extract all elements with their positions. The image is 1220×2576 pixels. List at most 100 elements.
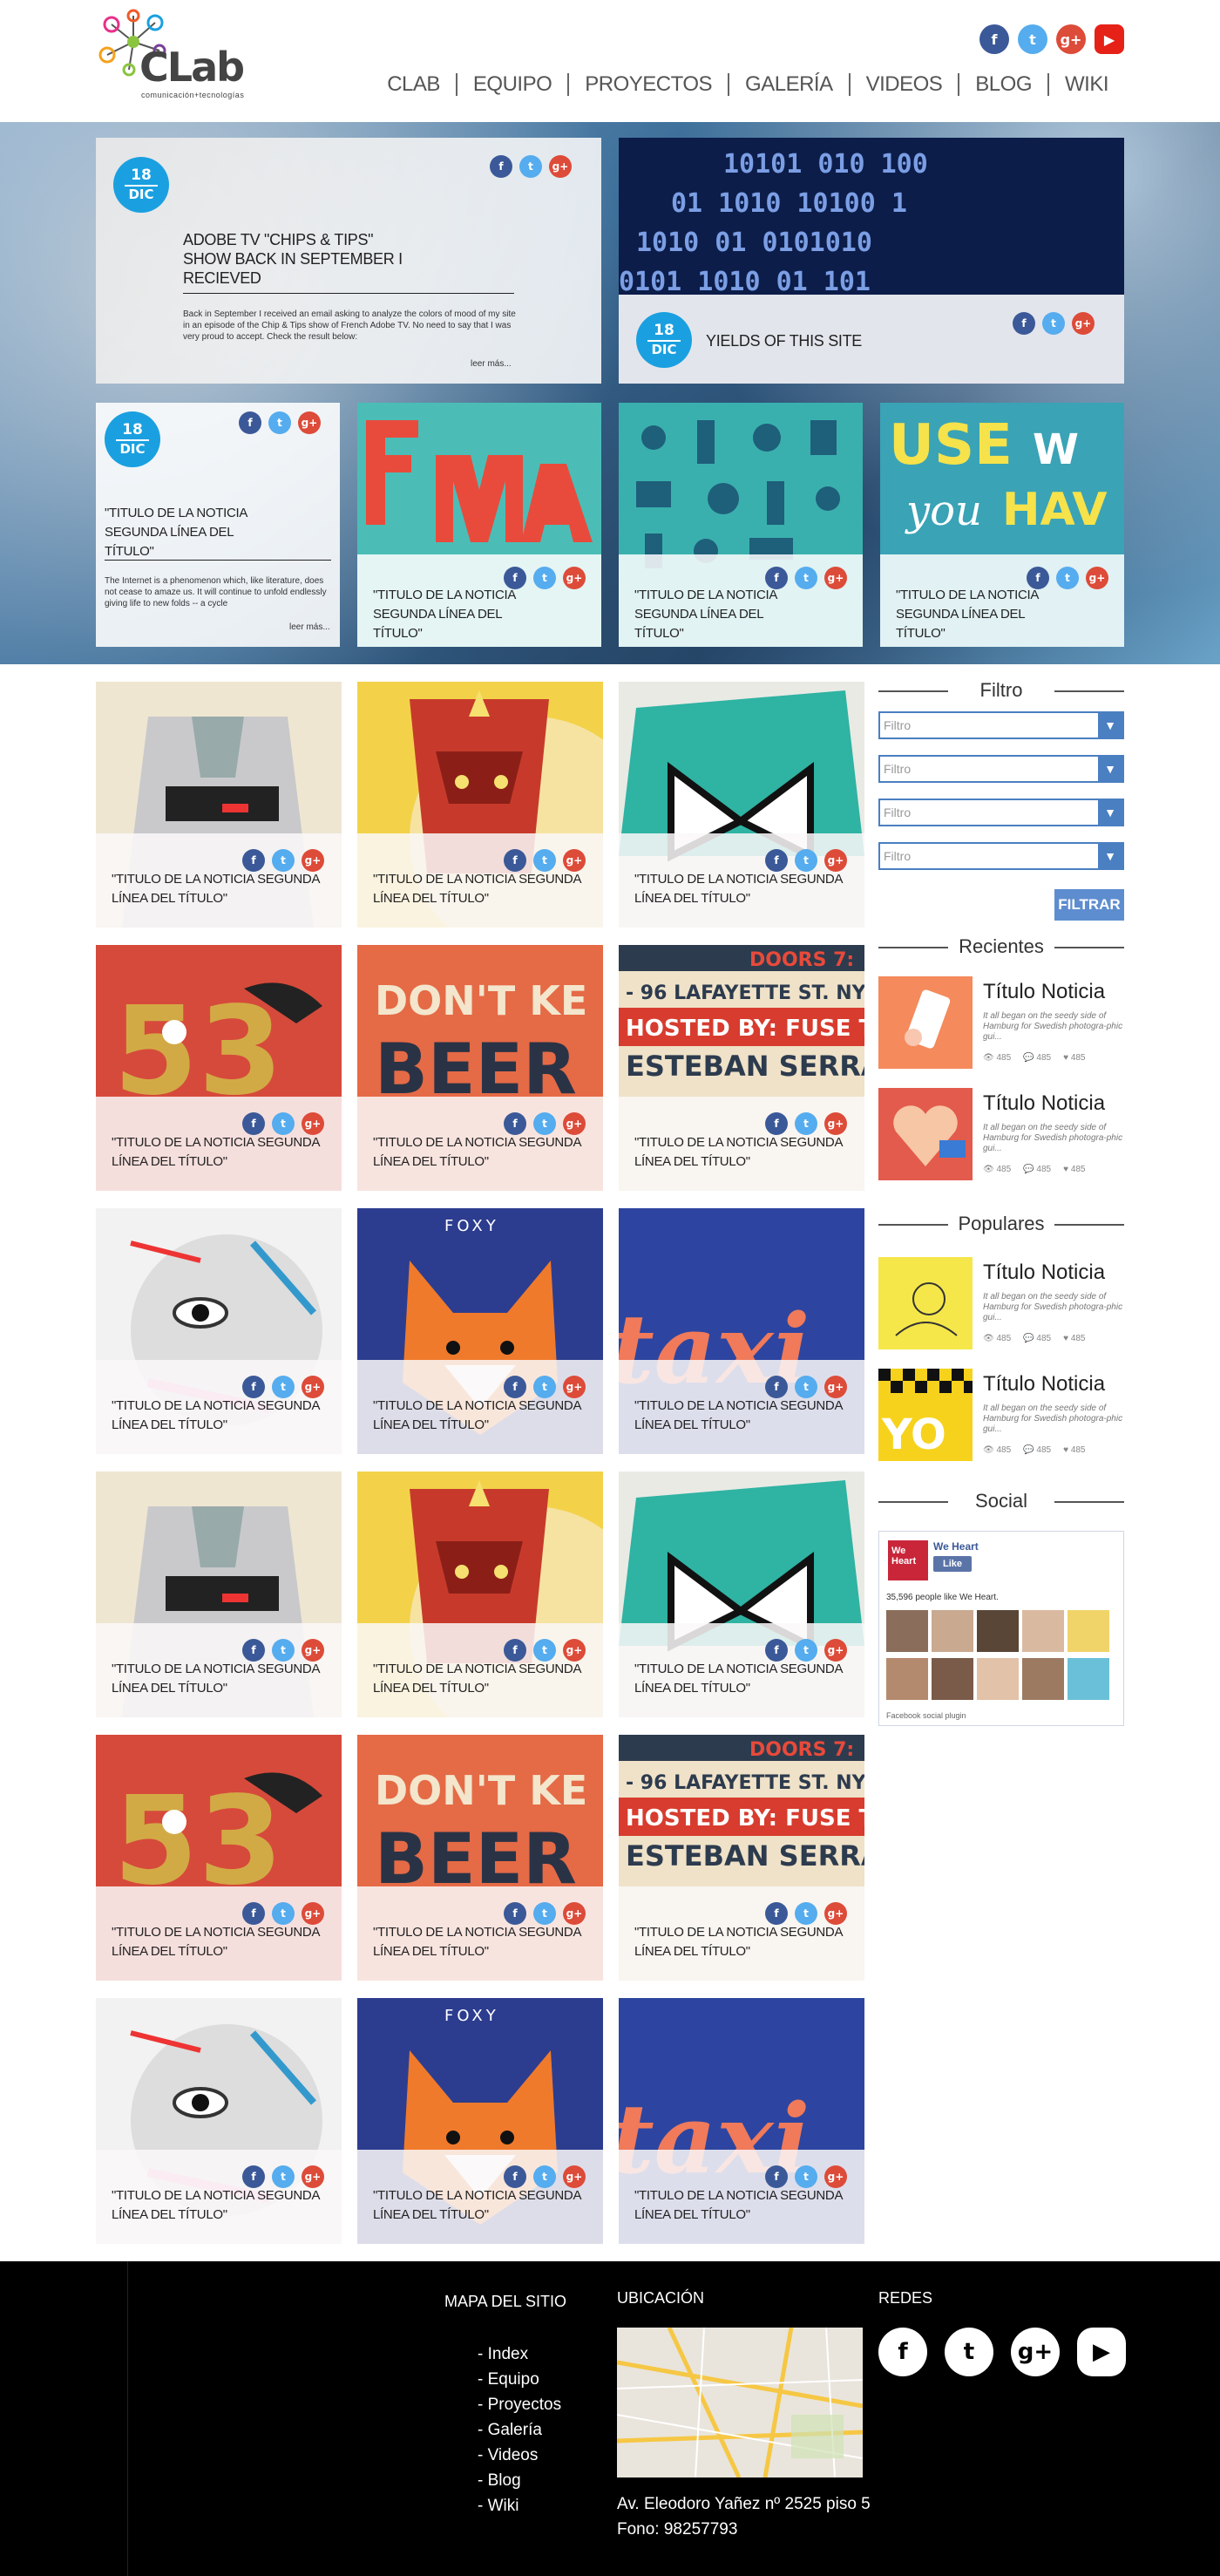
twitter-icon[interactable]: t <box>795 1376 817 1398</box>
twitter-icon[interactable]: t <box>519 155 542 178</box>
twitter-icon[interactable]: t <box>272 2165 295 2188</box>
fb-like-button[interactable]: Like <box>933 1556 972 1572</box>
nav-wiki[interactable]: WIKI <box>1047 73 1124 96</box>
facebook-icon[interactable]: f <box>765 1902 788 1925</box>
facebook-icon[interactable]: f <box>504 567 526 589</box>
fan-avatar[interactable] <box>977 1658 1019 1700</box>
featured-card-4[interactable]: f t g+ "TITULO DE LA NOTICIA SEGUNDA LÍN… <box>357 403 601 647</box>
twitter-icon[interactable]: t <box>533 2165 556 2188</box>
fb-page-name[interactable]: We Heart <box>933 1540 979 1553</box>
twitter-icon[interactable]: t <box>1056 567 1079 589</box>
google-plus-icon[interactable]: g+ <box>1011 2328 1060 2376</box>
google-plus-icon[interactable]: g+ <box>824 1376 847 1398</box>
facebook-icon[interactable]: f <box>765 849 788 872</box>
google-plus-icon[interactable]: g+ <box>824 567 847 589</box>
google-plus-icon[interactable]: g+ <box>824 2165 847 2188</box>
google-plus-icon[interactable]: g+ <box>824 1639 847 1662</box>
twitter-icon[interactable]: t <box>795 849 817 872</box>
google-plus-icon[interactable]: g+ <box>563 567 586 589</box>
twitter-icon[interactable]: t <box>272 1376 295 1398</box>
youtube-icon[interactable]: ▶ <box>1077 2328 1126 2376</box>
news-tile[interactable]: DOORS 7: - 96 LAFAYETTE ST. NYC HOSTED BY:… <box>619 945 864 1191</box>
recent-item-1[interactable]: Título Noticia It all began on the seedy… <box>878 976 1124 1069</box>
google-plus-icon[interactable]: g+ <box>563 1902 586 1925</box>
google-plus-icon[interactable]: g+ <box>1056 24 1086 54</box>
news-tile[interactable]: "TITULO DE LA NOTICIA SEGUNDA LÍNEA DEL … <box>357 682 603 928</box>
twitter-icon[interactable]: t <box>795 2165 817 2188</box>
news-tile[interactable]: "TITULO DE LA NOTICIA SEGUNDA LÍNEA DEL … <box>619 1472 864 1717</box>
twitter-icon[interactable]: t <box>272 1112 295 1135</box>
facebook-icon[interactable]: f <box>765 1112 788 1135</box>
google-plus-icon[interactable]: g+ <box>563 1376 586 1398</box>
featured-card-3[interactable]: 18 DIC f t g+ "TITULO DE LA NOTICIA SEGUN… <box>96 403 340 647</box>
filter-select-3[interactable]: Filtro ▼ <box>878 799 1124 826</box>
google-plus-icon[interactable]: g+ <box>824 1112 847 1135</box>
footer-link-videos[interactable]: - Videos <box>478 2446 539 2464</box>
google-plus-icon[interactable]: g+ <box>302 1376 324 1398</box>
filter-select-2[interactable]: Filtro ▼ <box>878 755 1124 783</box>
google-plus-icon[interactable]: g+ <box>824 849 847 872</box>
twitter-icon[interactable]: t <box>533 849 556 872</box>
twitter-icon[interactable]: t <box>795 1902 817 1925</box>
google-plus-icon[interactable]: g+ <box>563 1112 586 1135</box>
twitter-icon[interactable]: t <box>533 567 556 589</box>
facebook-icon[interactable]: f <box>765 567 788 589</box>
featured-card-5[interactable]: f t g+ "TITULO DE LA NOTICIA SEGUNDA LÍN… <box>619 403 863 647</box>
facebook-icon[interactable]: f <box>504 1112 526 1135</box>
twitter-icon[interactable]: t <box>533 1639 556 1662</box>
news-tile[interactable]: FOXY "TITULO DE LA NOTICIA SEGUNDA LÍNEA … <box>357 1998 603 2244</box>
facebook-icon[interactable]: f <box>242 1376 265 1398</box>
featured-card-6[interactable]: USE W you HAV f t g+ "TITULO DE LA NOTIC… <box>880 403 1124 647</box>
footer-link-galeria[interactable]: - Galería <box>478 2421 542 2439</box>
facebook-icon[interactable]: f <box>504 1902 526 1925</box>
facebook-icon[interactable]: f <box>979 24 1009 54</box>
filter-select-4[interactable]: Filtro ▼ <box>878 842 1124 870</box>
google-plus-icon[interactable]: g+ <box>302 2165 324 2188</box>
google-plus-icon[interactable]: g+ <box>563 849 586 872</box>
google-plus-icon[interactable]: g+ <box>302 1639 324 1662</box>
nav-videos[interactable]: VIDEOS <box>848 73 959 96</box>
news-tile[interactable]: FOXY "TITULO DE LA NOTICIA SEGUNDA LÍNEA … <box>357 1208 603 1454</box>
fan-avatar[interactable] <box>886 1658 928 1700</box>
facebook-icon[interactable]: f <box>765 1639 788 1662</box>
fan-avatar[interactable] <box>1068 1658 1109 1700</box>
fan-avatar[interactable] <box>886 1610 928 1652</box>
news-tile[interactable]: DOORS 7: - 96 LAFAYETTE ST. NYC HOSTED BY:… <box>619 1735 864 1981</box>
facebook-icon[interactable]: f <box>504 1639 526 1662</box>
fan-avatar[interactable] <box>1068 1610 1109 1652</box>
clab-logo[interactable]: CLab comunicación+tecnologías <box>94 7 260 103</box>
nav-galeria[interactable]: GALERÍA <box>728 73 849 96</box>
news-tile[interactable]: "TITULO DE LA NOTICIA SEGUNDA LÍNEA DEL … <box>619 682 864 928</box>
popular-item-1[interactable]: Título Noticia It all began on the seedy… <box>878 1257 1124 1349</box>
google-plus-icon[interactable]: g+ <box>298 411 321 434</box>
news-tile[interactable]: "TITULO DE LA NOTICIA SEGUNDA LÍNEA DEL … <box>96 1998 342 2244</box>
facebook-icon[interactable]: f <box>504 2165 526 2188</box>
news-tile[interactable]: taxi "TITULO DE LA NOTICIA SEGUNDA LÍNEA … <box>619 1998 864 2244</box>
twitter-icon[interactable]: t <box>795 1639 817 1662</box>
filter-button[interactable]: FILTRAR <box>1054 889 1124 921</box>
twitter-icon[interactable]: t <box>533 1112 556 1135</box>
fan-avatar[interactable] <box>1022 1658 1064 1700</box>
google-plus-icon[interactable]: g+ <box>302 1112 324 1135</box>
google-plus-icon[interactable]: g+ <box>824 1902 847 1925</box>
twitter-icon[interactable]: t <box>945 2328 993 2376</box>
twitter-icon[interactable]: t <box>272 1639 295 1662</box>
facebook-icon[interactable]: f <box>765 2165 788 2188</box>
twitter-icon[interactable]: t <box>1018 24 1047 54</box>
google-plus-icon[interactable]: g+ <box>302 849 324 872</box>
google-plus-icon[interactable]: g+ <box>1086 567 1108 589</box>
news-tile[interactable]: DON'T KE BEER "TITULO DE LA NOTICIA SEGUND… <box>357 945 603 1191</box>
footer-link-wiki[interactable]: - Wiki <box>478 2497 519 2515</box>
twitter-icon[interactable]: t <box>533 1376 556 1398</box>
twitter-icon[interactable]: t <box>272 1902 295 1925</box>
featured-card-2[interactable]: 10101 010 100 01 1010 10100 1 1010 01 01… <box>619 138 1124 384</box>
featured-card-1[interactable]: 18 DIC f t g+ ADOBE TV "CHIPS & TIPS" SHO… <box>96 138 601 384</box>
location-map[interactable] <box>617 2328 863 2477</box>
filter-select-1[interactable]: Filtro ▼ <box>878 711 1124 739</box>
nav-proyectos[interactable]: PROYECTOS <box>567 73 728 96</box>
news-tile[interactable]: taxi "TITULO DE LA NOTICIA SEGUNDA LÍNEA … <box>619 1208 864 1454</box>
twitter-icon[interactable]: t <box>1042 312 1065 335</box>
facebook-icon[interactable]: f <box>239 411 261 434</box>
facebook-icon[interactable]: f <box>242 1639 265 1662</box>
twitter-icon[interactable]: t <box>795 1112 817 1135</box>
